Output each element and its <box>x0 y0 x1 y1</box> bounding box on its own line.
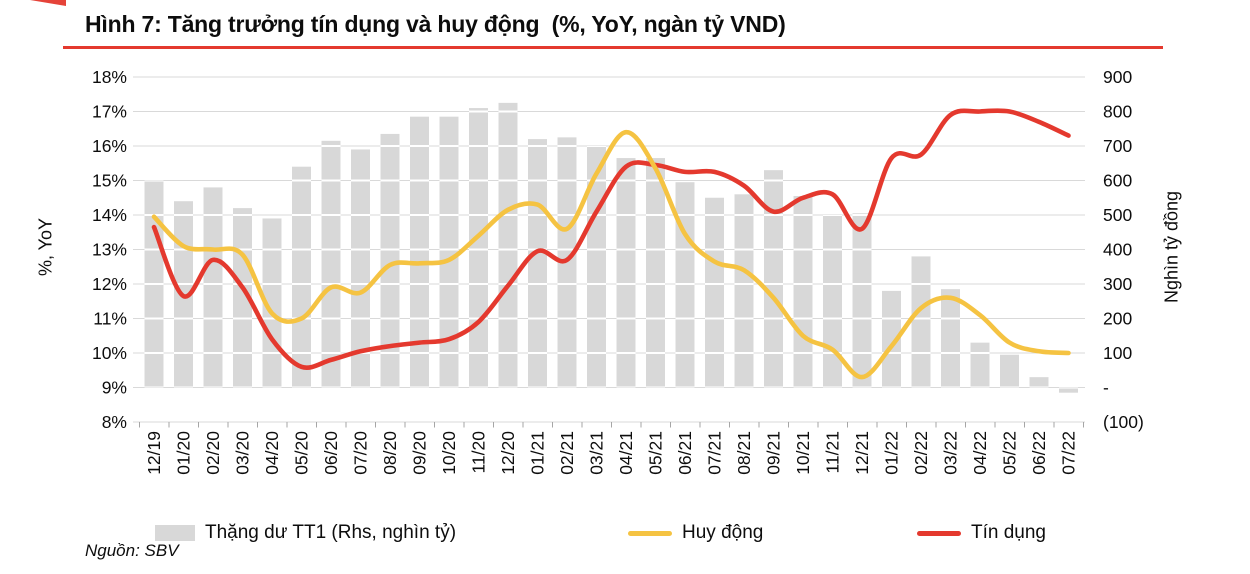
bar <box>528 139 547 388</box>
x-axis-category-label: 01/22 <box>882 431 902 475</box>
x-axis-category-label: 01/21 <box>528 431 548 475</box>
bar <box>1059 387 1078 393</box>
left-axis-tick-label: 9% <box>102 378 127 398</box>
left-axis-tick-label: 15% <box>92 171 127 191</box>
bar <box>292 166 311 388</box>
bar <box>439 116 459 388</box>
legend-swatch-bar <box>155 525 195 541</box>
x-axis-category-label: 07/22 <box>1059 431 1079 475</box>
x-axis-category-label: 03/20 <box>233 431 253 475</box>
right-axis-tick-label: 400 <box>1103 240 1132 260</box>
x-axis-category-label: 08/20 <box>380 431 400 475</box>
figure-title: Hình 7: Tăng trưởng tín dụng và huy động… <box>85 11 786 37</box>
left-axis-tick-label: 17% <box>92 102 127 122</box>
x-axis-category-label: 07/21 <box>705 431 725 475</box>
x-axis-category-label: 03/22 <box>941 431 961 475</box>
tin-dung-line <box>151 108 1071 370</box>
x-axis-category-label: 05/22 <box>1000 431 1020 475</box>
x-axis-category-label: 09/20 <box>410 431 430 475</box>
left-axis-tick-label: 10% <box>92 343 127 363</box>
x-axis-category-label: 12/21 <box>852 431 872 475</box>
legend-label: Tín dụng <box>971 522 1046 543</box>
bar <box>498 102 518 388</box>
left-axis-tick-label: 16% <box>92 136 127 156</box>
x-axis-category-label: 11/21 <box>823 431 843 474</box>
legend-swatch-huy-dong-line <box>628 530 672 536</box>
x-axis-category-label: 06/22 <box>1029 431 1049 475</box>
right-axis-tick-label: 900 <box>1103 67 1132 87</box>
huy-dong-line <box>151 129 1071 380</box>
legend-item-huy-dong: Huy động <box>628 522 763 544</box>
left-axis-tick-label: 12% <box>92 274 127 294</box>
right-axis-title: Nghìn tỷ đồng <box>1161 190 1182 304</box>
bar <box>911 256 931 388</box>
bar <box>793 196 813 388</box>
x-axis-category-label: 05/21 <box>646 431 666 475</box>
bar <box>852 213 872 388</box>
right-axis-tick-label: - <box>1103 378 1109 398</box>
right-axis-tick-label: 100 <box>1103 343 1132 363</box>
x-axis-category-label: 04/22 <box>970 431 990 475</box>
bar <box>734 194 754 388</box>
x-axis-category-label: 02/22 <box>911 431 931 475</box>
bar <box>823 215 842 388</box>
legend-swatch-tin-dung-line <box>917 530 961 536</box>
bar <box>203 187 223 388</box>
corner-red-wedge-decoration <box>30 0 66 6</box>
x-axis-category-label: 10/21 <box>793 431 813 475</box>
bar <box>941 289 960 388</box>
right-axis-tick-label: 500 <box>1103 205 1132 225</box>
right-axis-tick-label: 600 <box>1103 171 1132 191</box>
right-axis-tick-label: 800 <box>1103 102 1132 122</box>
x-axis-category-label: 11/20 <box>469 431 489 474</box>
title-underline-rule <box>63 46 1163 49</box>
x-axis-category-label: 12/20 <box>498 431 518 475</box>
bar <box>410 116 429 388</box>
x-axis-category-label: 02/20 <box>203 431 223 475</box>
legend-label: Thặng dư TT1 (Rhs, nghìn tỷ) <box>205 522 457 543</box>
x-axis-category-label: 05/20 <box>292 431 312 475</box>
legend-item-thang-du-tt1: Thặng dư TT1 (Rhs, nghìn tỷ) <box>155 522 456 544</box>
right-axis-tick-label: (100) <box>1103 412 1144 432</box>
left-axis-tick-label: 14% <box>92 205 127 225</box>
x-axis-category-label: 12/19 <box>144 431 164 475</box>
bar <box>321 140 341 388</box>
x-axis-category-label: 03/21 <box>587 431 607 475</box>
bar <box>380 133 400 388</box>
right-axis-tick-label: 300 <box>1103 274 1132 294</box>
bar <box>882 290 901 388</box>
source-note: Nguồn: SBV <box>85 541 179 560</box>
left-axis-tick-label: 11% <box>93 309 127 329</box>
x-axis-category-label: 09/21 <box>764 431 784 475</box>
legend-item-tin-dung: Tín dụng <box>917 522 1046 544</box>
x-axis-category-label: 02/21 <box>557 431 577 475</box>
x-axis-category-label: 01/20 <box>174 431 194 475</box>
bar <box>970 342 990 388</box>
left-axis-tick-label: 8% <box>102 412 127 432</box>
bar <box>1029 377 1049 388</box>
right-axis-tick-label: 200 <box>1103 309 1132 329</box>
right-axis-tick-label: 700 <box>1103 136 1132 156</box>
legend-label: Huy động <box>682 522 764 543</box>
left-axis-title: %, YoY <box>35 217 56 277</box>
left-axis-tick-label: 18% <box>92 67 127 87</box>
x-axis-category-label: 04/21 <box>616 431 636 475</box>
bar <box>705 197 724 388</box>
x-axis-category-label: 07/20 <box>351 431 371 475</box>
x-axis-category-label: 06/20 <box>321 431 341 475</box>
bar <box>469 108 488 388</box>
x-axis-category-label: 04/20 <box>262 431 282 475</box>
x-axis-category-label: 10/20 <box>439 431 459 475</box>
bar <box>351 149 370 388</box>
x-axis-category-label: 08/21 <box>734 431 754 475</box>
left-axis-tick-label: 13% <box>92 240 127 260</box>
bar <box>1000 354 1019 388</box>
x-axis-category-label: 06/21 <box>675 431 695 475</box>
bar <box>764 170 783 388</box>
